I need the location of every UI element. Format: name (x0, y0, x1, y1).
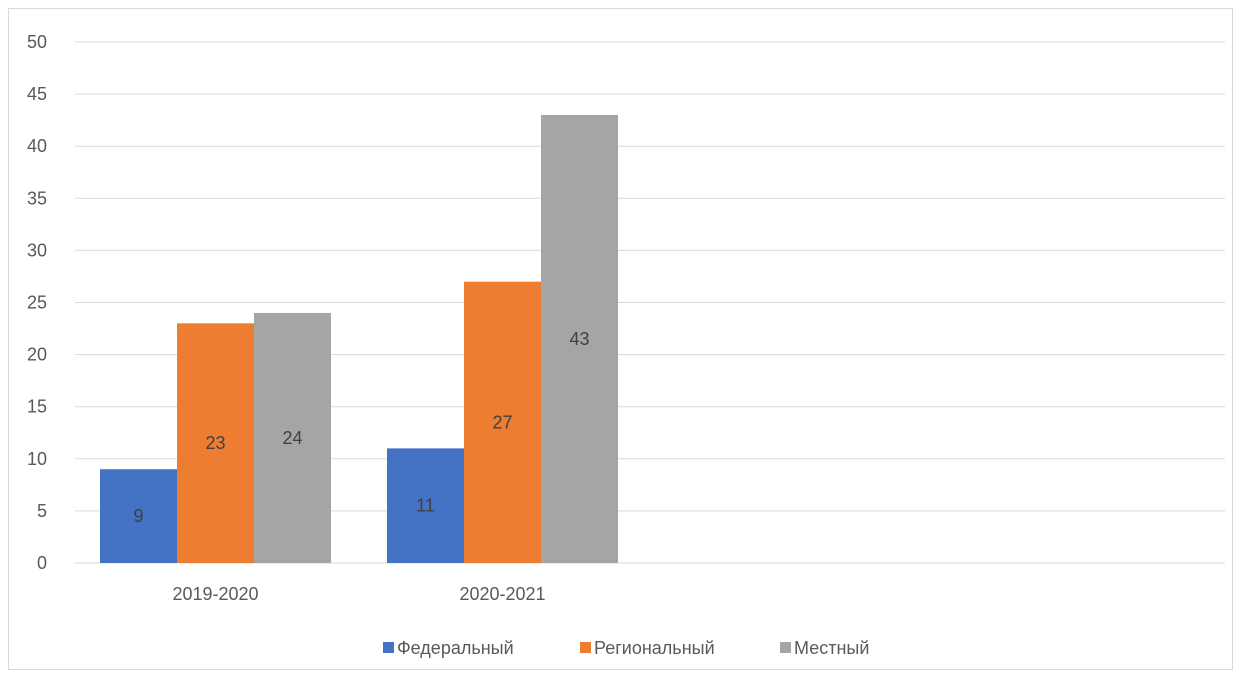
legend-label: Федеральный (397, 638, 514, 658)
legend: Федеральный Региональный Местный (383, 638, 869, 658)
y-tick-label: 30 (27, 240, 47, 260)
y-tick-label: 10 (27, 449, 47, 469)
y-tick-label: 0 (37, 553, 47, 573)
legend-label: Местный (794, 638, 869, 658)
y-tick-label: 45 (27, 84, 47, 104)
data-labels: 9 23 24 11 27 43 (133, 329, 589, 526)
bar (464, 281, 541, 563)
bar (100, 469, 177, 563)
data-label: 11 (416, 496, 435, 516)
bars (100, 114, 618, 563)
bar (387, 448, 464, 563)
data-label: 24 (282, 428, 302, 448)
legend-swatch (383, 642, 394, 653)
y-tick-label: 25 (27, 293, 47, 313)
y-tick-label: 50 (27, 32, 47, 52)
y-axis: 0 5 10 15 20 25 30 35 40 45 50 (27, 32, 47, 573)
y-tick-label: 20 (27, 345, 47, 365)
y-tick-label: 35 (27, 188, 47, 208)
legend-swatch (580, 642, 591, 653)
y-tick-label: 15 (27, 397, 47, 417)
bar (254, 312, 331, 563)
bar (541, 114, 618, 563)
x-tick-label: 2020-2021 (459, 584, 545, 604)
legend-swatch (780, 642, 791, 653)
x-axis: 2019-2020 2020-2021 (172, 584, 545, 604)
y-tick-label: 5 (37, 501, 47, 521)
data-label: 9 (133, 506, 143, 526)
y-tick-label: 40 (27, 136, 47, 156)
legend-label: Региональный (594, 638, 715, 658)
data-label: 27 (492, 412, 512, 432)
bar (177, 323, 254, 563)
data-label: 43 (569, 329, 589, 349)
data-label: 23 (205, 433, 225, 453)
x-tick-label: 2019-2020 (172, 584, 258, 604)
